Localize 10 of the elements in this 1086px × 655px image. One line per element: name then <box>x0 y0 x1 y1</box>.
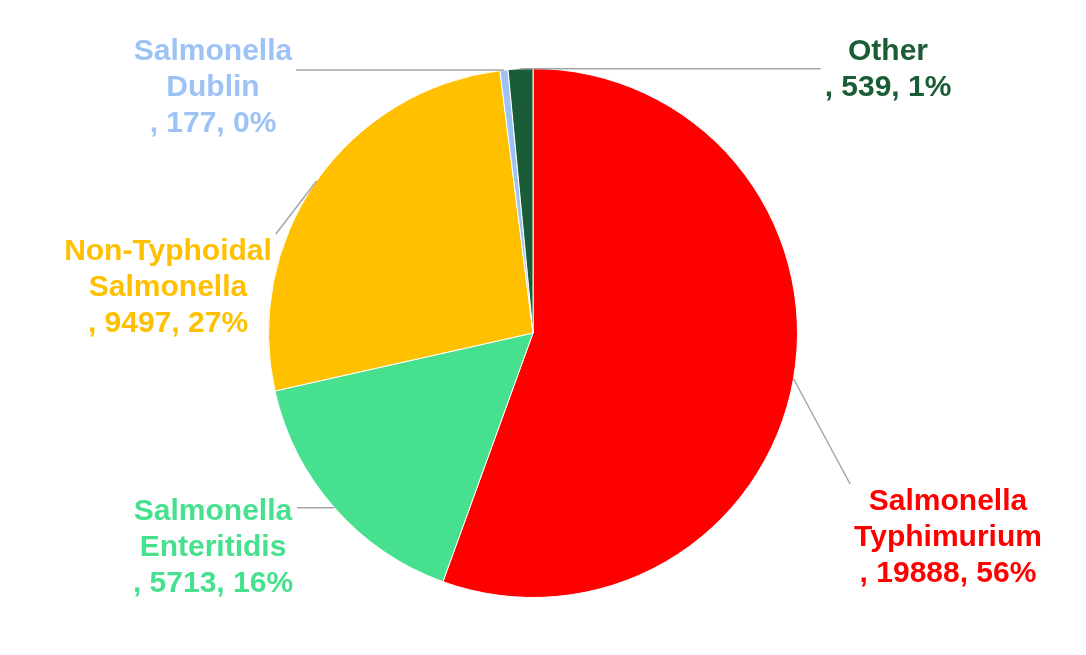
slice-label: Salmonella Enteritidis <box>133 493 293 563</box>
slice-label: Salmonella Dublin <box>133 33 293 103</box>
slice-label: Other <box>847 33 929 67</box>
slice-label: Salmonella Typhimurium <box>854 483 1042 553</box>
data-label: , 9497, 27% <box>87 305 249 339</box>
data-label: , 539, 1% <box>824 69 952 103</box>
data-label: , 177, 0% <box>149 105 277 139</box>
slice-label: Non-Typhoidal Salmonella <box>64 233 272 303</box>
data-label: , 5713, 16% <box>132 565 294 599</box>
data-label: , 19888, 56% <box>859 555 1037 589</box>
